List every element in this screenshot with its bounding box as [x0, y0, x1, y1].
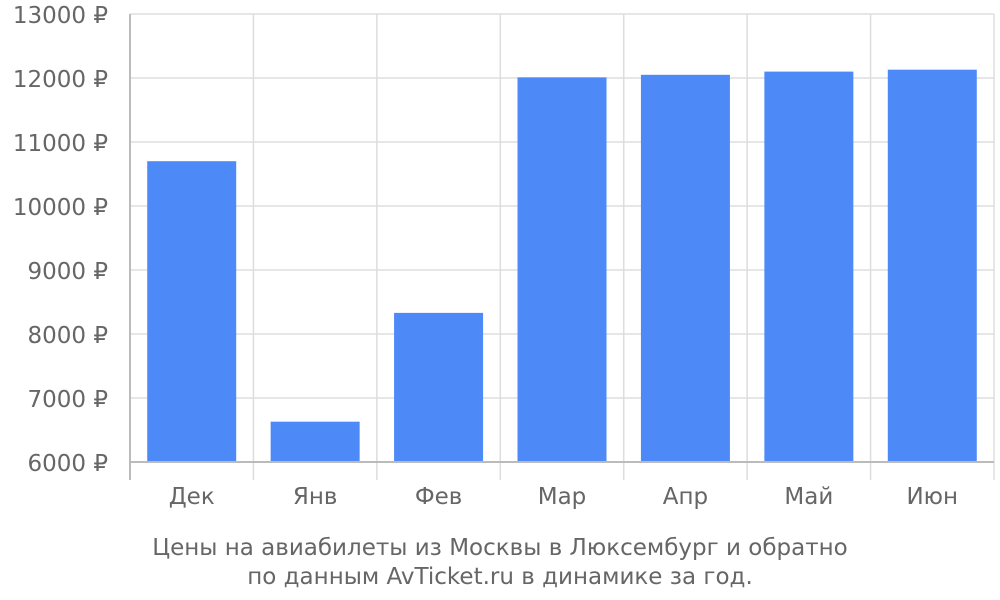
bars	[147, 69, 977, 463]
y-tick-label: 8000 ₽	[28, 323, 108, 349]
axes	[129, 14, 994, 480]
y-tick-label: 6000 ₽	[28, 451, 108, 477]
chart-caption-line-1: Цены на авиабилеты из Москвы в Люксембур…	[152, 535, 848, 561]
x-tick-label: Янв	[293, 484, 338, 510]
y-tick-label: 12000 ₽	[13, 67, 108, 93]
x-tick-label: Мар	[538, 484, 587, 510]
y-tick-labels: 6000 ₽ 7000 ₽ 8000 ₽ 9000 ₽ 10000 ₽ 11000 ₽ 12…	[13, 3, 108, 477]
x-tick-label: Дек	[169, 484, 215, 510]
bar-3	[394, 312, 484, 462]
bar-5	[640, 74, 730, 463]
bar-4	[517, 77, 607, 463]
y-tick-label: 9000 ₽	[28, 259, 108, 285]
bar-6	[764, 71, 854, 462]
bar-7	[887, 69, 977, 463]
x-tick-label: Апр	[663, 484, 708, 510]
y-tick-label: 13000 ₽	[13, 3, 108, 29]
x-tick-label: Май	[784, 484, 833, 510]
y-tick-label: 7000 ₽	[28, 387, 108, 413]
x-tick-labels: Дек Янв Фев Мар Апр Май Июн	[169, 484, 958, 510]
x-tick-label: Фев	[415, 484, 463, 510]
x-tick-label: Июн	[906, 484, 958, 510]
y-tick-label: 10000 ₽	[13, 195, 108, 221]
bar-2	[270, 421, 360, 462]
y-tick-label: 11000 ₽	[13, 131, 108, 157]
bar-1	[147, 161, 237, 462]
chart-caption-line-2: по данным AvTicket.ru в динамике за год.	[247, 564, 753, 590]
